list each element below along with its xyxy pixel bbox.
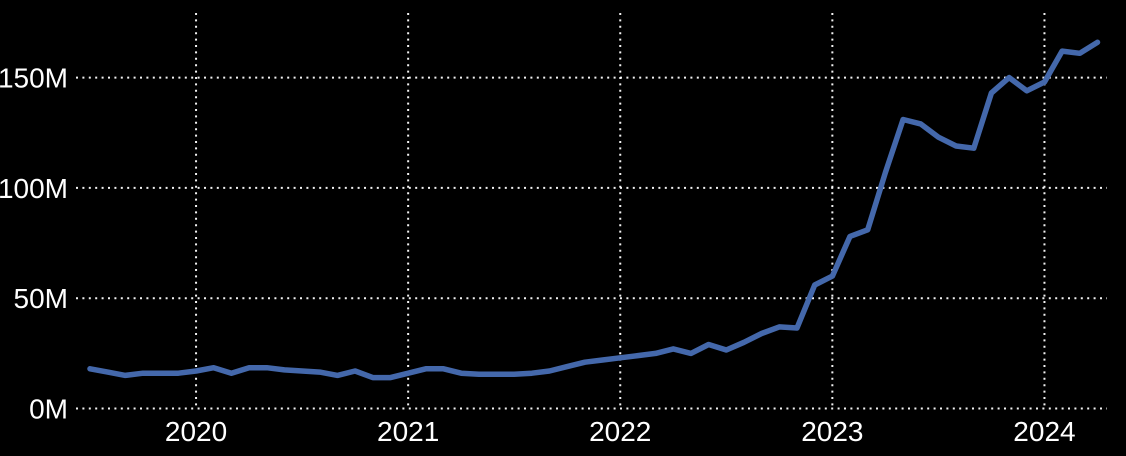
x-tick-label: 2021: [377, 416, 439, 447]
x-tick-label: 2022: [589, 416, 651, 447]
data-line: [87, 39, 1101, 381]
x-tick-label: 2023: [801, 416, 863, 447]
y-tick-label: 50M: [14, 283, 68, 314]
y-tick-label: 0M: [29, 394, 68, 425]
y-tick-label: 150M: [0, 63, 68, 94]
x-tick-label: 2020: [165, 416, 227, 447]
x-tick-label: 2024: [1013, 416, 1075, 447]
y-tick-label: 100M: [0, 173, 68, 204]
